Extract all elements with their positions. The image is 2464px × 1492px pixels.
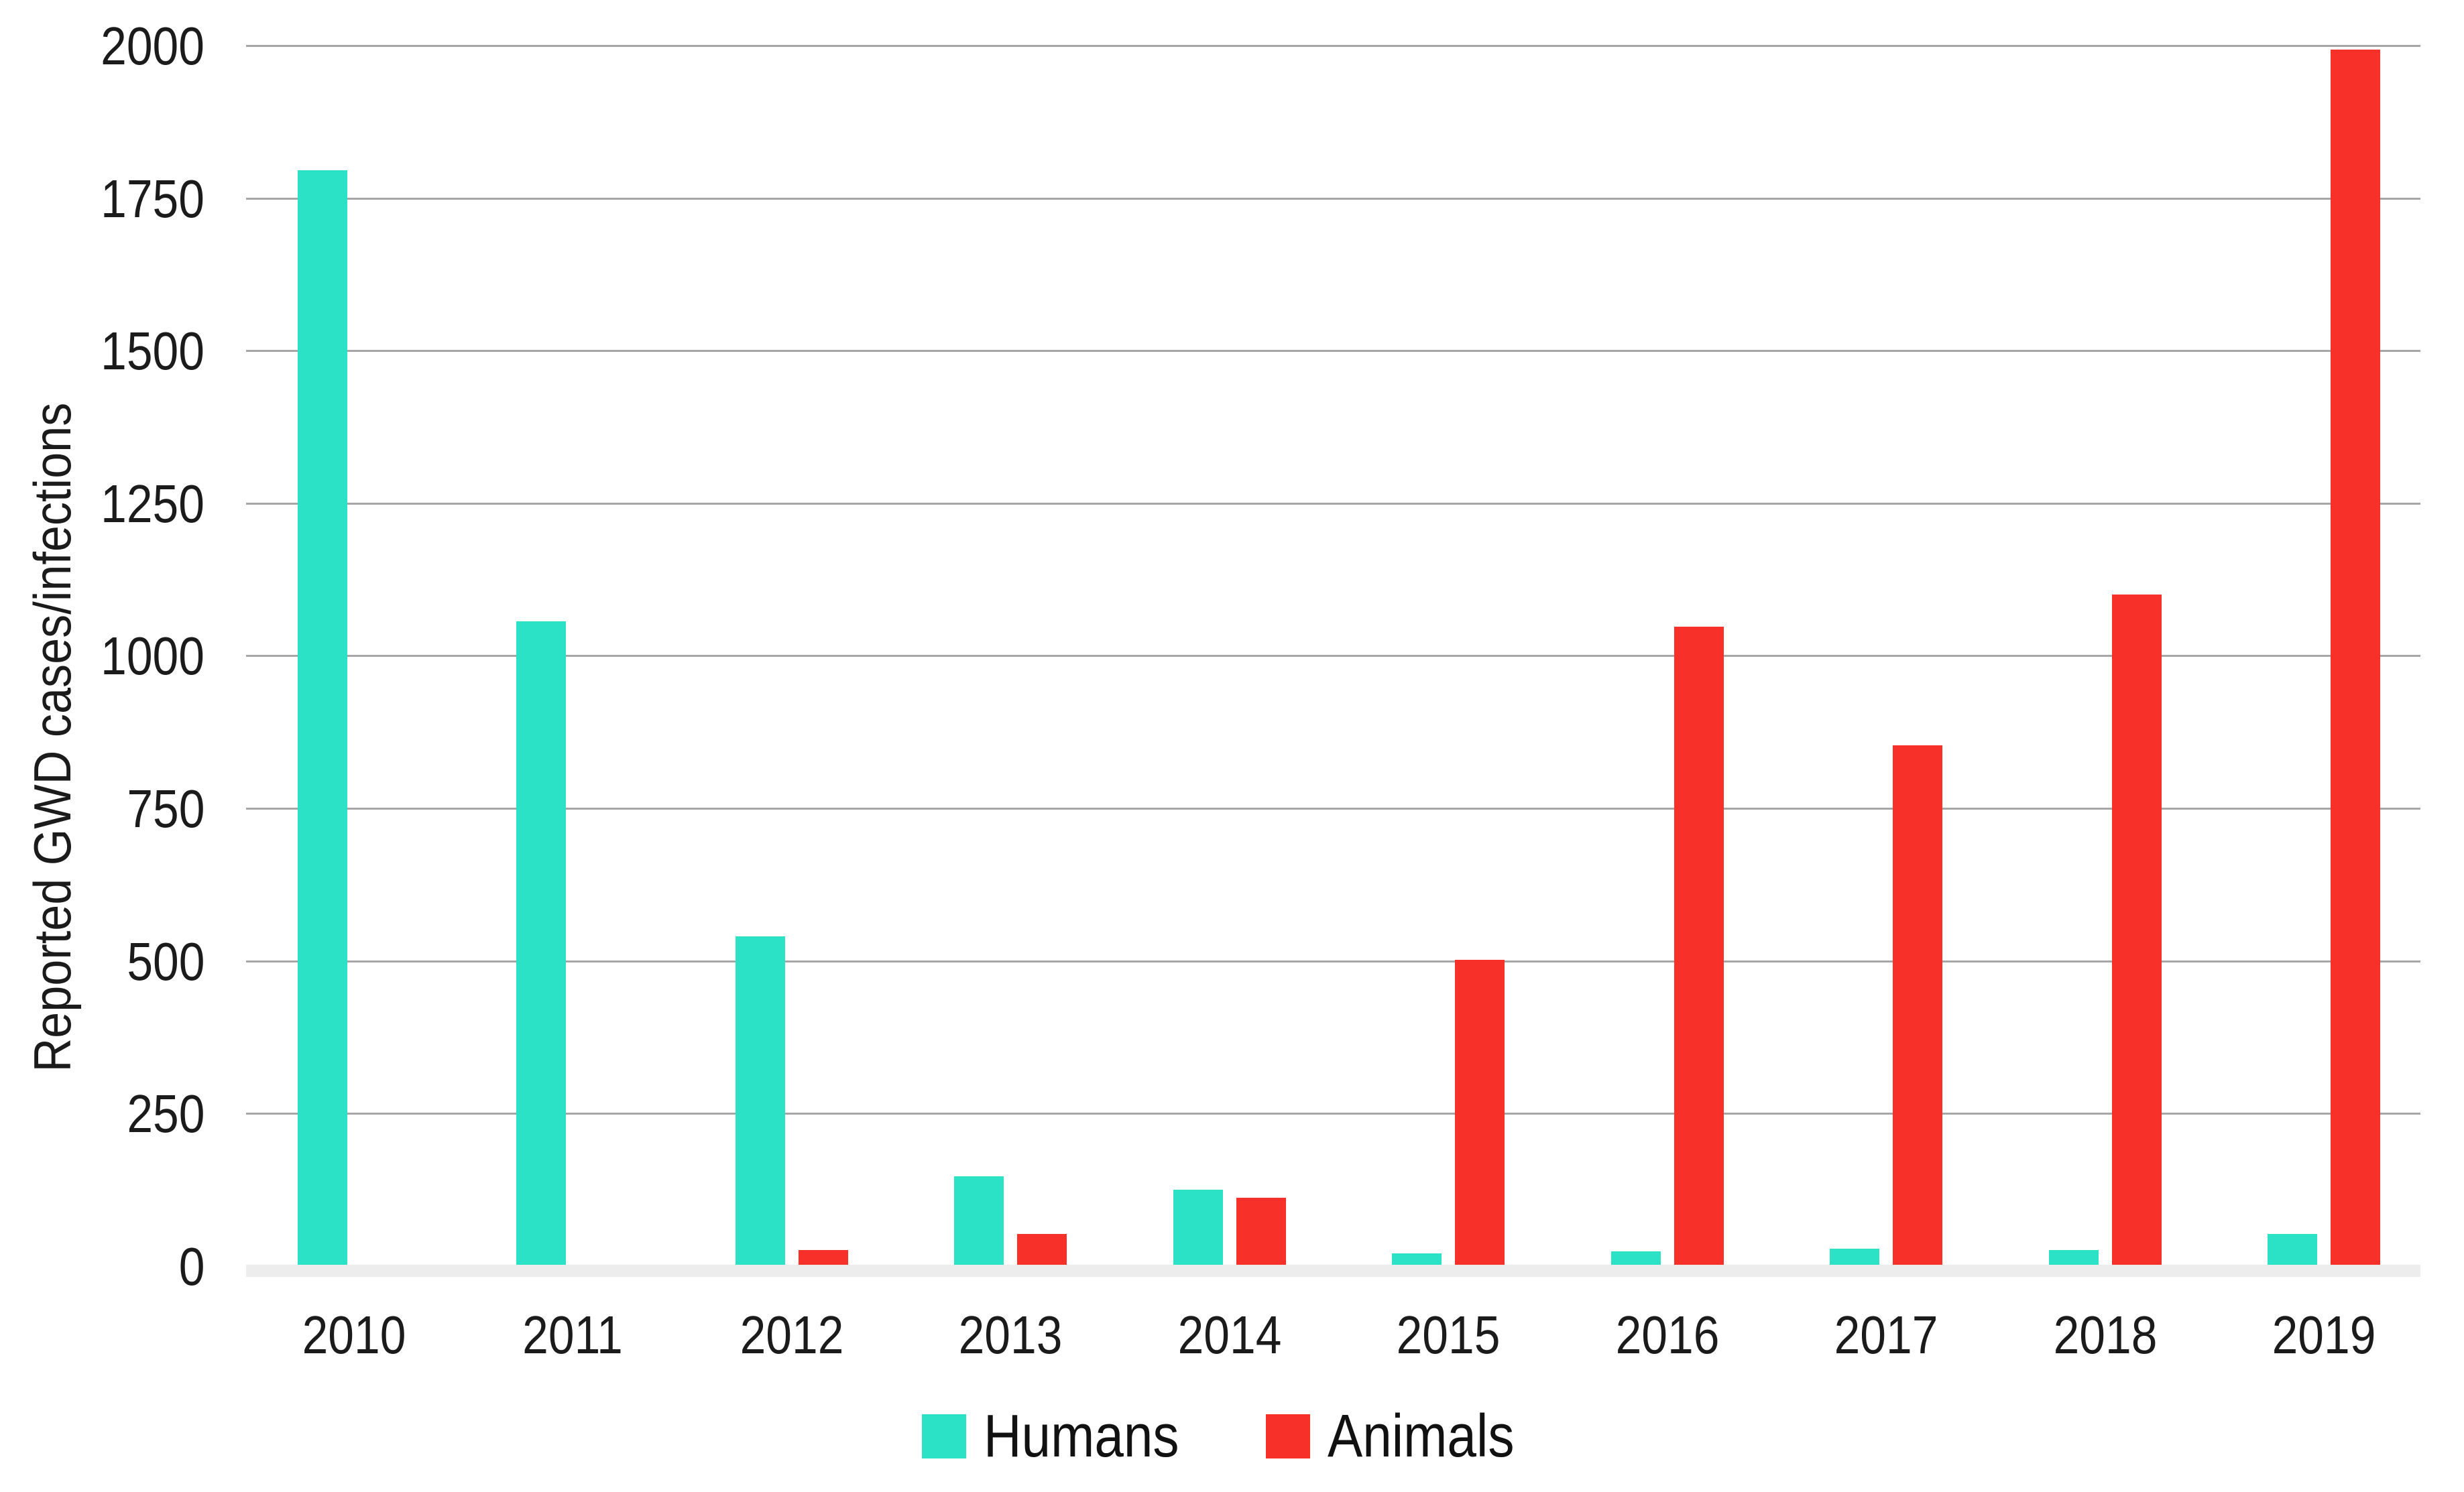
x-tick-label-2019: 2019 [2237, 1303, 2411, 1367]
legend-swatch-humans [922, 1414, 967, 1458]
bar-humans-2012 [736, 936, 785, 1267]
y-tick-label-1250: 1250 [37, 472, 204, 536]
bar-animals-2015 [1455, 960, 1505, 1267]
x-tick-label-2013: 2013 [923, 1303, 1098, 1367]
x-tick-label-2011: 2011 [485, 1303, 660, 1367]
bar-group-2010 [298, 170, 410, 1267]
gridline-500 [246, 960, 2420, 962]
x-tick-label-2018: 2018 [2018, 1303, 2192, 1367]
gridline-1500 [246, 350, 2420, 352]
bar-humans-2018 [2049, 1250, 2099, 1267]
bar-humans-2019 [2268, 1234, 2317, 1267]
x-tick-text: 2012 [740, 1305, 844, 1365]
x-tick-label-2016: 2016 [1580, 1303, 1755, 1367]
bar-humans-2017 [1830, 1249, 1879, 1267]
bar-group-2012 [736, 936, 848, 1267]
bar-animals-2013 [1017, 1234, 1067, 1267]
bar-group-2018 [2049, 595, 2162, 1267]
gridline-1750 [246, 198, 2420, 200]
bar-humans-2010 [298, 170, 347, 1267]
y-tick-label-500: 500 [37, 930, 204, 994]
legend-item-animals: Animals [1265, 1403, 1542, 1470]
legend-item-humans: Humans [922, 1403, 1208, 1470]
y-tick-label-1000: 1000 [37, 624, 204, 688]
y-tick-label-2000: 2000 [37, 14, 204, 78]
x-tick-text: 2017 [1834, 1305, 1938, 1365]
x-tick-label-2012: 2012 [705, 1303, 879, 1367]
gridline-250 [246, 1113, 2420, 1115]
bar-group-2013 [954, 1176, 1067, 1267]
x-axis-baseline [246, 1265, 2420, 1277]
bar-humans-2015 [1392, 1253, 1442, 1267]
y-tick-label-750: 750 [37, 777, 204, 841]
legend-label-animals: Animals [1328, 1403, 1542, 1470]
gridline-2000 [246, 45, 2420, 47]
x-tick-label-2010: 2010 [267, 1303, 441, 1367]
x-tick-text: 2015 [1396, 1305, 1501, 1365]
x-tick-label-2014: 2014 [1142, 1303, 1317, 1367]
bar-animals-2012 [799, 1250, 848, 1267]
y-tick-text: 750 [126, 779, 204, 838]
y-tick-text: 1750 [101, 169, 204, 229]
plot-area [246, 45, 2420, 1267]
bar-group-2014 [1173, 1190, 1286, 1267]
y-tick-label-1500: 1500 [37, 319, 204, 383]
bar-group-2016 [1611, 627, 1724, 1267]
x-tick-text: 2019 [2272, 1305, 2376, 1365]
bar-animals-2017 [1893, 745, 1942, 1267]
bar-animals-2016 [1674, 627, 1724, 1267]
y-tick-text: 0 [178, 1237, 204, 1296]
x-tick-text: 2018 [2053, 1305, 2158, 1365]
x-tick-text: 2014 [1177, 1305, 1282, 1365]
y-tick-text: 1000 [101, 626, 204, 686]
x-tick-text: 2010 [302, 1305, 406, 1365]
x-tick-label-2017: 2017 [1799, 1303, 1973, 1367]
legend-label-text: Humans [984, 1403, 1179, 1470]
legend-label-text: Animals [1327, 1403, 1515, 1470]
bar-animals-2018 [2112, 595, 2162, 1267]
y-tick-text: 250 [126, 1084, 204, 1143]
bar-animals-2014 [1236, 1198, 1286, 1267]
y-tick-text: 1500 [101, 321, 204, 381]
y-tick-text: 500 [126, 932, 204, 991]
legend: Humans Animals [0, 1400, 2464, 1473]
gridline-1000 [246, 655, 2420, 657]
x-tick-text: 2013 [958, 1305, 1063, 1365]
y-tick-text: 1250 [101, 474, 204, 534]
legend-label-humans: Humans [984, 1403, 1208, 1470]
y-tick-text: 2000 [101, 16, 204, 76]
x-tick-text: 2016 [1615, 1305, 1720, 1365]
legend-swatch-animals [1265, 1414, 1310, 1458]
bar-humans-2013 [954, 1176, 1004, 1267]
bar-humans-2014 [1173, 1190, 1223, 1267]
y-tick-label-0: 0 [37, 1235, 204, 1299]
bar-group-2017 [1830, 745, 1942, 1267]
y-tick-label-1750: 1750 [37, 167, 204, 231]
y-axis-title: Reported GWD cases/infections [23, 335, 82, 1139]
bar-group-2015 [1392, 960, 1505, 1267]
bar-group-2019 [2268, 50, 2380, 1267]
bar-humans-2016 [1611, 1251, 1661, 1267]
gridline-750 [246, 808, 2420, 810]
bar-animals-2019 [2331, 50, 2380, 1267]
bar-humans-2011 [516, 621, 566, 1267]
bar-group-2011 [516, 621, 629, 1267]
y-tick-label-250: 250 [37, 1082, 204, 1146]
x-tick-text: 2011 [522, 1305, 623, 1365]
x-tick-label-2015: 2015 [1361, 1303, 1535, 1367]
gridline-1250 [246, 503, 2420, 505]
